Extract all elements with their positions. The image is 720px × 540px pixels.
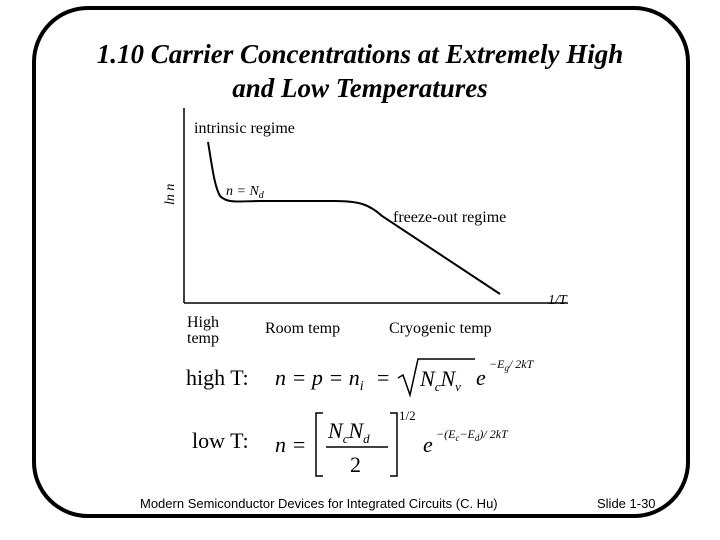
slide-title-line1: 1.10 Carrier Concentrations at Extremely… <box>96 39 624 69</box>
frac-nd: N <box>347 418 364 443</box>
low-t-label: low T: <box>192 428 249 453</box>
slide-number: Slide 1-30 <box>597 496 656 511</box>
sqrt-nc: N <box>419 366 436 391</box>
high-t-exp-text: −E <box>489 357 505 371</box>
ln-n-curve <box>207 141 501 295</box>
extrinsic-regime-label: n = Nd <box>226 184 265 201</box>
high-temp-label-line2: temp <box>187 330 219 347</box>
sqrt-nc-sub: c <box>435 379 441 394</box>
high-t-exp-tail: / 2kT <box>508 357 535 371</box>
sqrt-content: NcNv <box>419 366 461 394</box>
y-axis-label: ln n <box>163 184 178 205</box>
high-t-lhs-text: n = p = n <box>275 365 360 390</box>
frac-nc-sub: c <box>343 431 349 446</box>
high-t-equals: = <box>377 365 389 390</box>
high-t-exp-base: e <box>476 365 486 390</box>
high-t-lhs-sub: i <box>360 379 364 394</box>
low-t-exp-tail: )/ 2kT <box>478 427 509 441</box>
room-temp-label: Room temp <box>265 320 340 337</box>
high-temp-label-line1: High <box>187 314 219 331</box>
sqrt-nv-sub: v <box>455 379 461 394</box>
low-t-lhs: n = <box>275 432 306 457</box>
frac-nc: N <box>327 418 344 443</box>
footer-citation: Modern Semiconductor Devices for Integra… <box>140 496 498 511</box>
x-axis-label: 1/T <box>548 293 568 308</box>
extrinsic-regime-text: n = N <box>226 184 259 199</box>
intrinsic-regime-label: intrinsic regime <box>194 120 295 137</box>
high-t-label: high T: <box>186 365 249 390</box>
cryogenic-temp-label: Cryogenic temp <box>389 320 492 337</box>
slide-title-line2: and Low Temperatures <box>232 73 488 103</box>
sqrt-nv: N <box>439 366 456 391</box>
low-t-exponent: −(Ec−Ed)/ 2kT <box>436 427 509 443</box>
low-t-power: 1/2 <box>399 408 416 423</box>
sqrt-sign <box>397 358 475 398</box>
high-t-exp-sub: g <box>504 363 509 373</box>
right-bracket <box>390 412 398 477</box>
low-t-exp-sub1: c <box>455 433 459 443</box>
fraction-numerator: NcNd <box>327 418 370 446</box>
frac-nd-sub: d <box>363 431 370 446</box>
high-t-exponent: −Eg/ 2kT <box>489 357 535 373</box>
low-t-exp-mid: −E <box>459 427 475 441</box>
high-t-lhs: n = p = ni <box>275 365 364 394</box>
low-t-exp-base: e <box>423 432 433 457</box>
freeze-out-regime-label: freeze-out regime <box>393 209 506 226</box>
left-bracket <box>315 412 323 477</box>
low-t-exp-sub2: d <box>475 433 480 443</box>
slide-frame <box>32 6 690 518</box>
extrinsic-regime-sub: d <box>259 190 265 201</box>
low-t-exp-text: −(E <box>436 427 456 441</box>
fraction-denominator: 2 <box>350 452 361 477</box>
